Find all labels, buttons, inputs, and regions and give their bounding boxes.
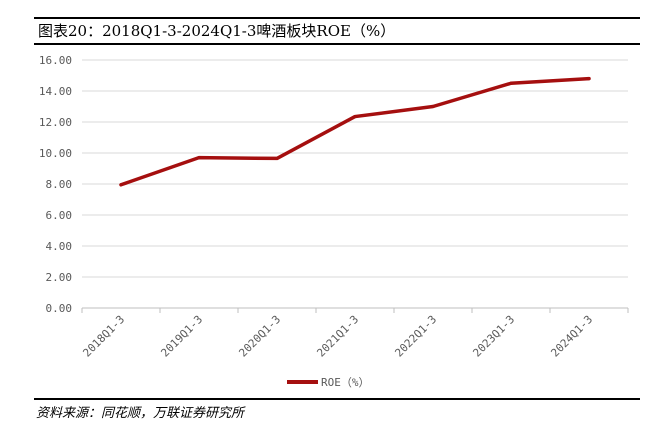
series-roe [119, 76, 591, 187]
y-tick-label: 0.00 [46, 302, 73, 315]
x-tick-label: 2019Q1-3 [158, 313, 205, 360]
x-tick-label: 2018Q1-3 [80, 313, 127, 360]
y-tick-labels: 0.00 2.00 4.00 6.00 8.00 10.00 12.00 14.00 16.00 [39, 54, 72, 315]
legend-label: ROE（%） [321, 376, 370, 389]
source-top-rule [34, 398, 640, 400]
title-top-rule [34, 17, 640, 19]
y-tick-label: 16.00 [39, 54, 72, 67]
data-point [119, 183, 123, 187]
x-tick-label: 2023Q1-3 [470, 313, 517, 360]
x-tick-label: 2020Q1-3 [236, 313, 283, 360]
y-tick-label: 12.00 [39, 116, 72, 129]
x-tick-label: 2024Q1-3 [548, 313, 595, 360]
y-tick-label: 14.00 [39, 85, 72, 98]
x-tick-label: 2022Q1-3 [392, 313, 439, 360]
source-note: 资料来源：同花顺，万联证券研究所 [36, 406, 245, 421]
x-tick-label: 2021Q1-3 [314, 313, 361, 360]
data-point [353, 114, 357, 119]
data-point [275, 156, 279, 161]
legend: ROE（%） [287, 376, 370, 389]
grid-lines [82, 59, 628, 278]
y-tick-label: 4.00 [46, 240, 73, 253]
data-point [587, 77, 591, 81]
data-point [431, 104, 435, 109]
y-tick-label: 8.00 [46, 178, 73, 191]
y-tick-label: 6.00 [46, 209, 73, 222]
data-point [197, 156, 201, 160]
roe-line-chart: 0.00 2.00 4.00 6.00 8.00 10.00 12.00 14.00 16.00… [39, 54, 629, 389]
figure-title: 图表20：2018Q1-3-2024Q1-3啤酒板块ROE（%） [38, 22, 396, 40]
axes [81, 307, 629, 313]
x-tick-labels: 2018Q1-3 2019Q1-3 2020Q1-3 2021Q1-3 2022Q1-3… [80, 313, 595, 360]
title-bottom-rule [34, 43, 640, 45]
data-point [509, 81, 513, 85]
y-tick-label: 2.00 [46, 271, 73, 284]
series-line [119, 76, 591, 187]
y-tick-label: 10.00 [39, 147, 72, 160]
